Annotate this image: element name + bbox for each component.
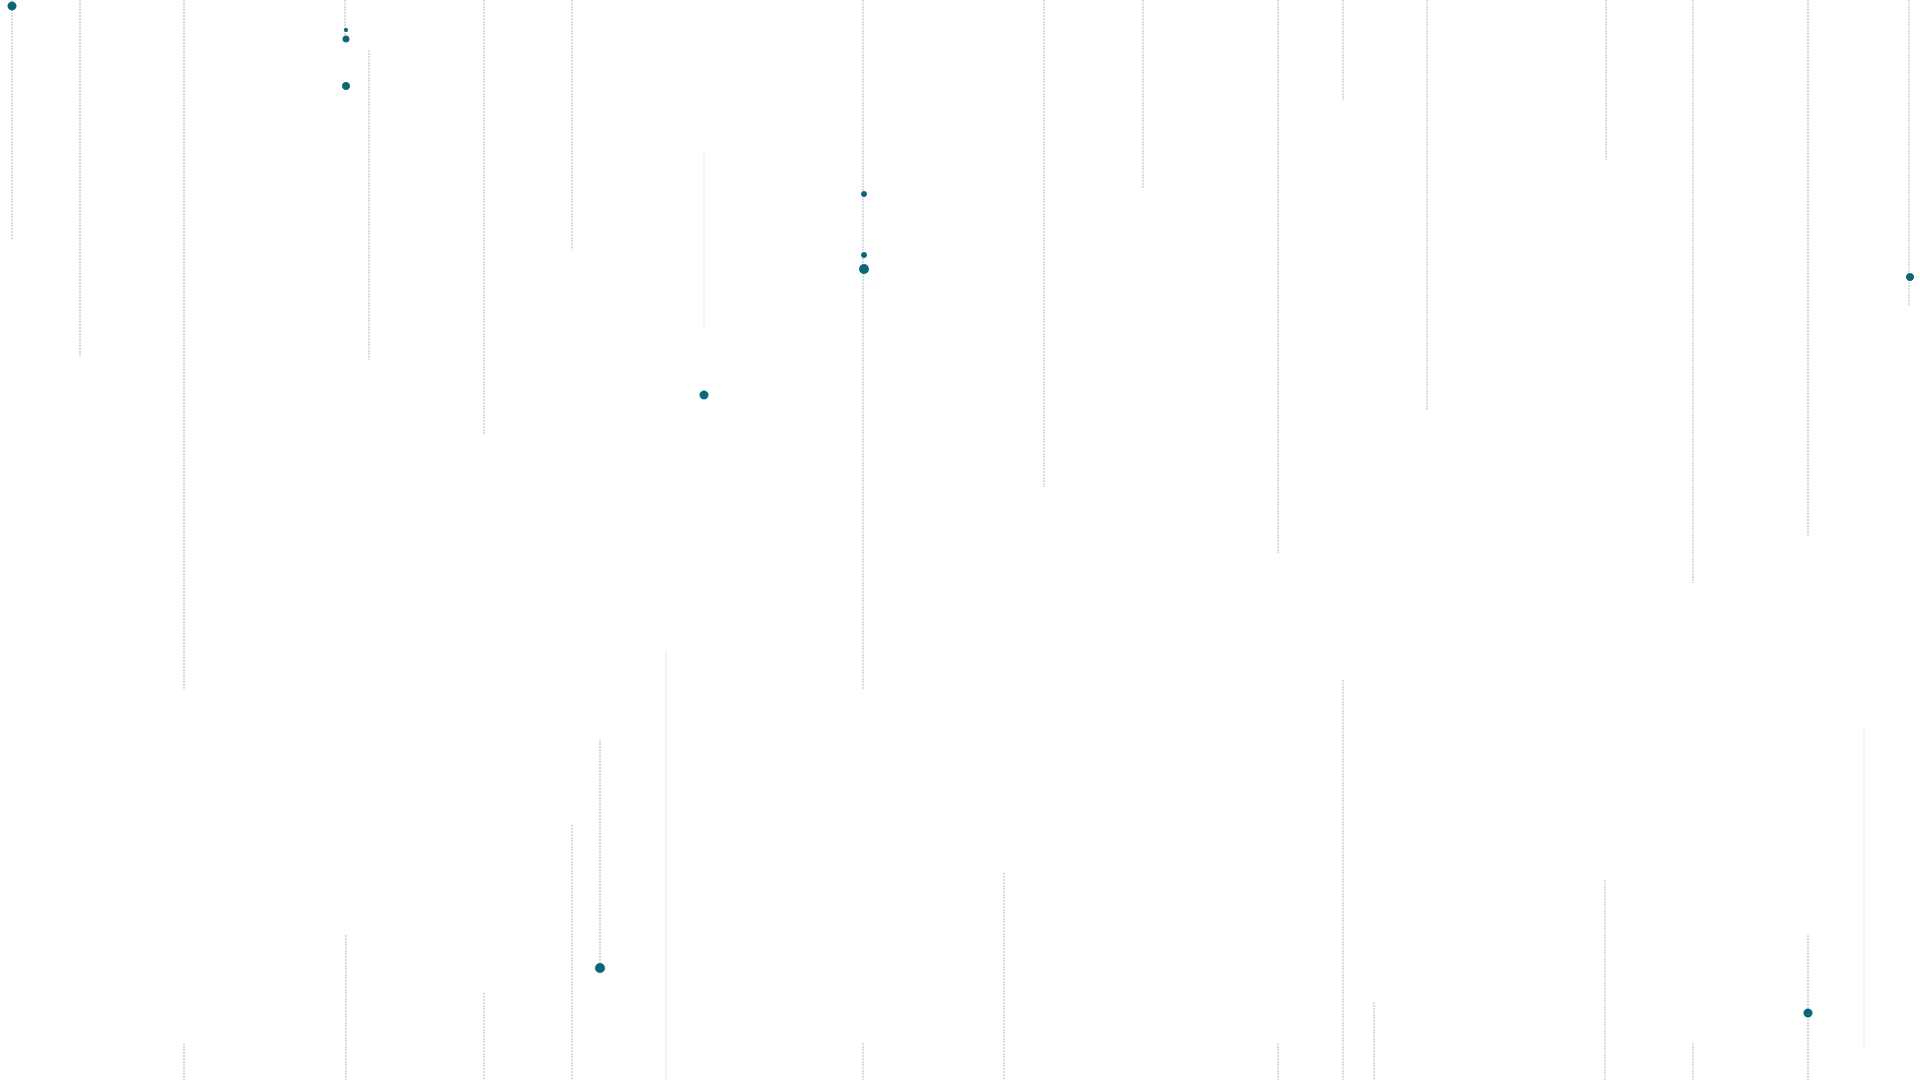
vertical-lines-layer — [11, 0, 1910, 1080]
dot — [859, 264, 869, 274]
dot — [699, 390, 709, 400]
dots-layer — [7, 1, 1914, 1018]
dot — [861, 252, 867, 258]
dot — [1803, 1008, 1813, 1018]
dot — [342, 82, 350, 90]
dot — [861, 191, 867, 197]
dot — [595, 963, 605, 973]
dot — [342, 35, 350, 43]
dot — [1906, 273, 1914, 281]
dot — [344, 28, 348, 32]
dot — [7, 1, 17, 11]
